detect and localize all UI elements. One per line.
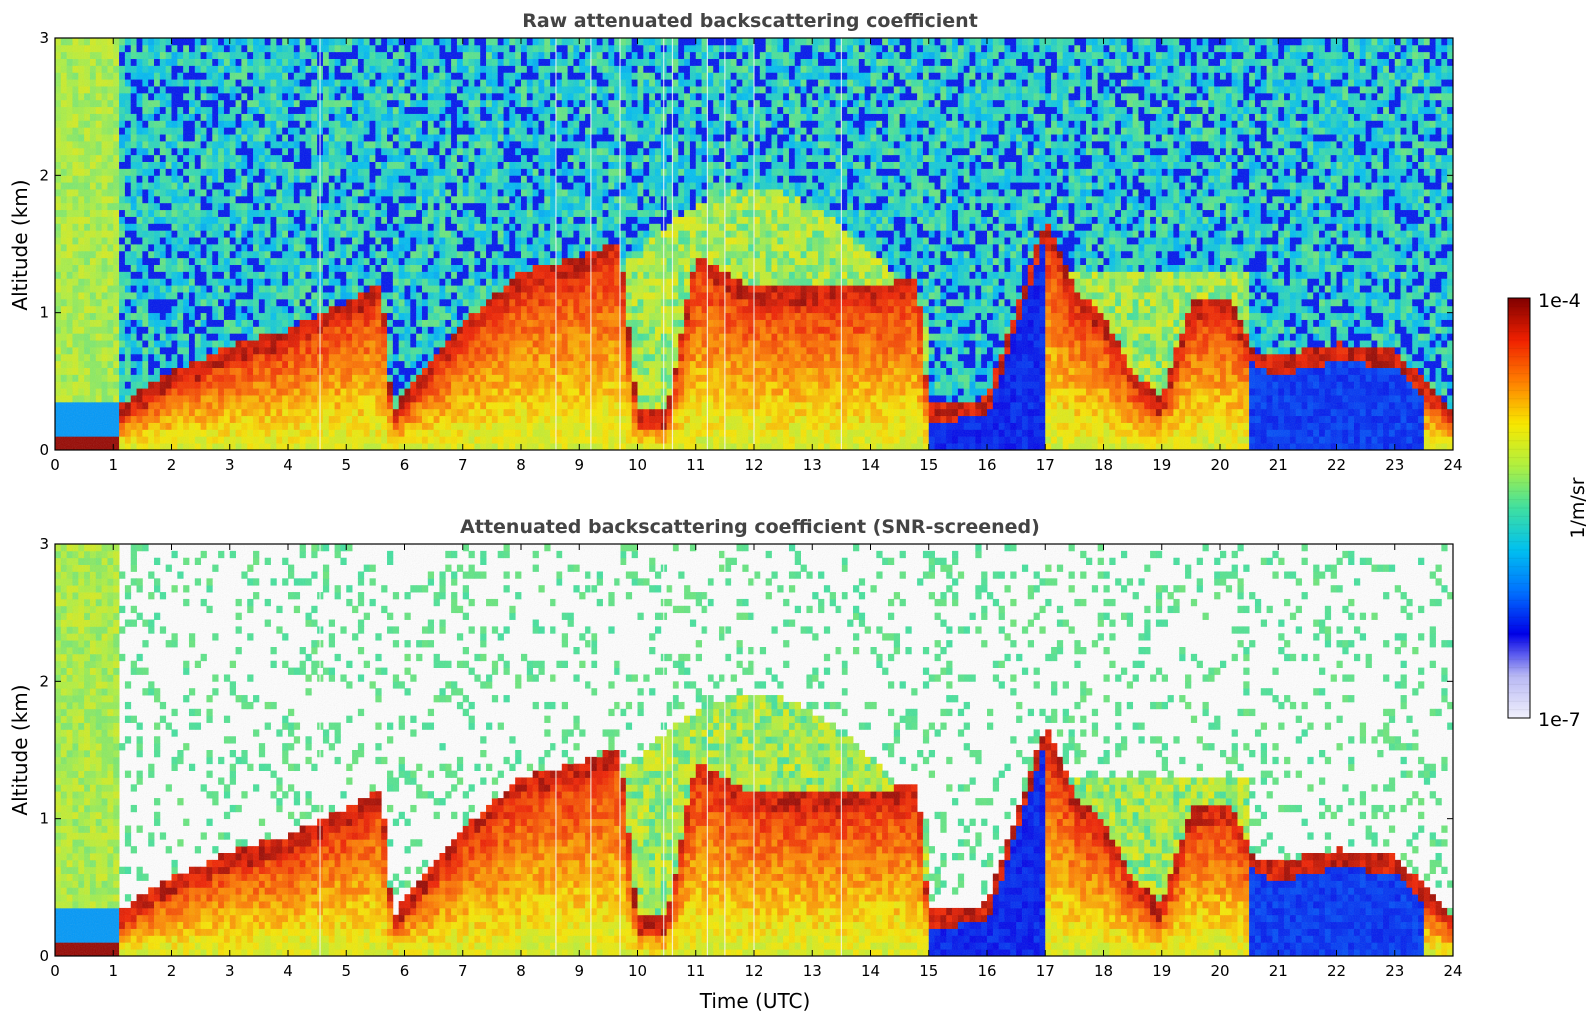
panel-title-raw: Raw attenuated backscattering coefficien… xyxy=(522,10,978,32)
heatmap-raw xyxy=(55,38,1454,451)
panel-raw: Raw attenuated backscattering coefficien… xyxy=(8,10,1463,474)
